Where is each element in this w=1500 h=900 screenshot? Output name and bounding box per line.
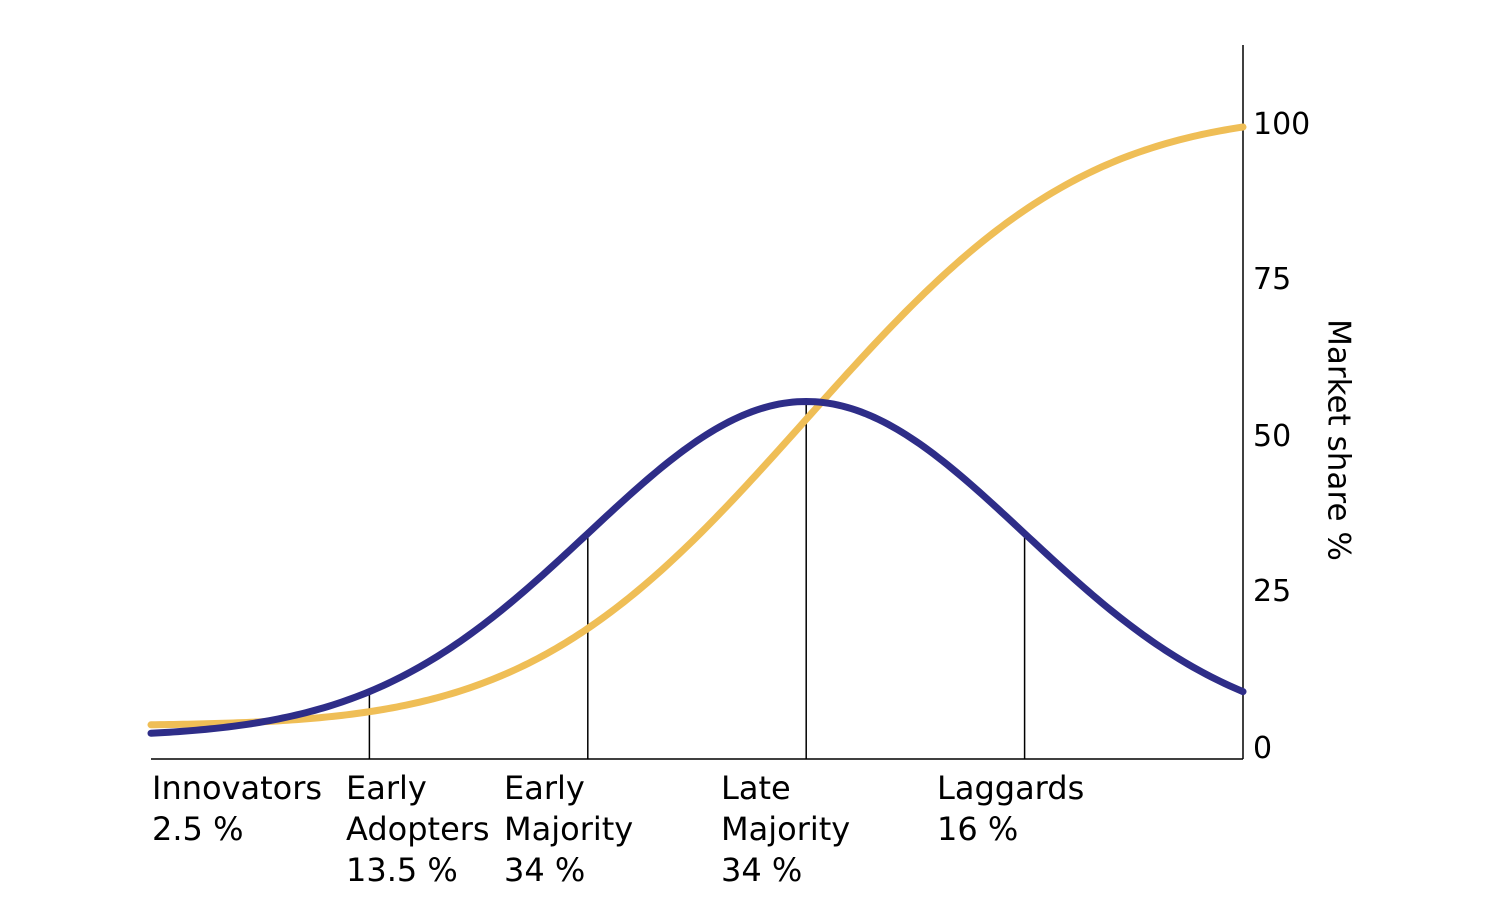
segment-label-late-majority: Late Majority 34 % — [721, 768, 850, 891]
segment-dividers — [368, 401, 1026, 759]
segment-name-line2: Adopters — [346, 810, 490, 848]
cumulative-market-share-line — [147, 123, 1247, 729]
segment-name-line1: Early — [346, 769, 427, 807]
segment-share: 2.5 % — [152, 810, 244, 848]
segment-name: Innovators — [152, 769, 323, 807]
adoption-bell-curve — [147, 397, 1247, 737]
y-tick-label-25: 25 — [1253, 574, 1292, 609]
y-tick-label-75: 75 — [1253, 262, 1292, 297]
y-tick-label-0: 0 — [1253, 731, 1273, 766]
y-axis-title: Market share % — [1320, 319, 1357, 561]
segment-name-line1: Early — [504, 769, 585, 807]
segment-share: 34 % — [504, 851, 586, 889]
segment-label-early-majority: Early Majority 34 % — [504, 768, 633, 891]
segment-name-line1: Late — [721, 769, 791, 807]
y-tick-label-50: 50 — [1253, 419, 1292, 454]
segment-share: 13.5 % — [346, 851, 458, 889]
segment-label-laggards: Laggards 16 % — [937, 768, 1084, 850]
y-tick-label-100: 100 — [1253, 107, 1311, 142]
segment-label-innovators: Innovators 2.5 % — [152, 768, 322, 850]
segment-name-line2: Majority — [721, 810, 851, 848]
segment-share: 34 % — [721, 851, 803, 889]
segment-name-line2: Majority — [504, 810, 634, 848]
segment-share: 16 % — [937, 810, 1019, 848]
segment-label-early-adopters: Early Adopters 13.5 % — [346, 768, 490, 891]
segment-name: Laggards — [937, 769, 1085, 807]
